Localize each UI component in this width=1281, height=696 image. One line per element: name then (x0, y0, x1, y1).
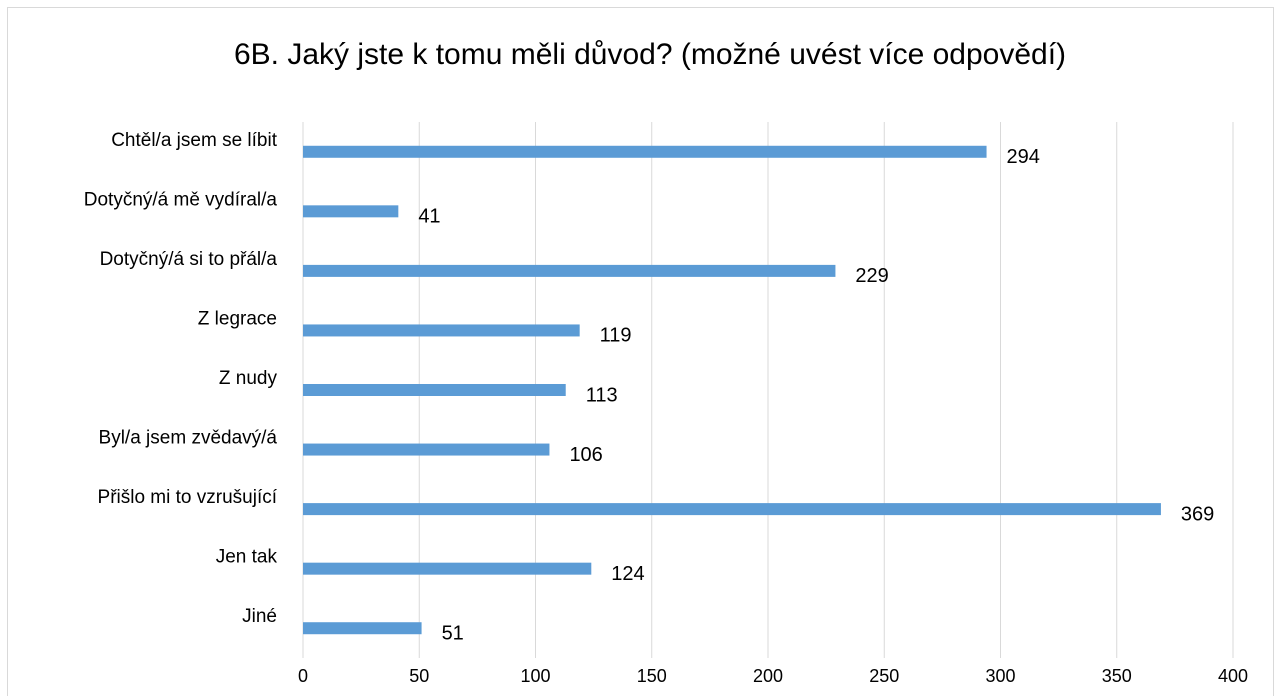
y-tick-label: Byl/a jsem zvědavý/á (99, 428, 278, 449)
y-tick-label: Z legrace (198, 308, 277, 329)
chart-border (7, 7, 1274, 696)
y-tick-label: Jen tak (216, 547, 278, 568)
value-label: 119 (600, 325, 632, 347)
bar (303, 264, 836, 277)
bar (303, 503, 1161, 516)
y-tick-label: Z nudy (219, 368, 278, 389)
x-tick-label: 50 (409, 666, 429, 686)
bar (303, 622, 422, 635)
value-label: 106 (569, 444, 602, 466)
x-tick-label: 300 (985, 666, 1015, 686)
y-tick-label: Přišlo mi to vzrušující (98, 487, 278, 508)
x-tick-label: 250 (869, 666, 899, 686)
x-tick-label: 200 (753, 666, 783, 686)
value-label: 41 (418, 206, 440, 228)
x-tick-label: 400 (1218, 666, 1248, 686)
y-tick-label: Chtěl/a jsem se líbit (111, 130, 278, 151)
value-label: 229 (855, 265, 888, 287)
y-tick-label: Dotyčný/á mě vydíral/a (84, 189, 278, 210)
value-label: 51 (442, 623, 464, 645)
value-label: 369 (1181, 503, 1214, 525)
bar (303, 562, 592, 575)
x-tick-label: 0 (298, 666, 308, 686)
value-label: 124 (611, 563, 644, 585)
y-tick-label: Jiné (242, 606, 277, 627)
y-tick-label: Dotyčný/á si to přál/a (100, 249, 278, 270)
bar (303, 324, 580, 337)
x-tick-label: 150 (637, 666, 667, 686)
bar (303, 205, 399, 218)
bar (303, 384, 566, 396)
bar (303, 145, 987, 158)
x-tick-label: 100 (520, 666, 550, 686)
bar (303, 443, 550, 456)
value-label: 294 (1007, 146, 1040, 168)
chart-title: 6B. Jaký jste k tomu měli důvod? (možné … (234, 38, 1066, 71)
x-tick-label: 350 (1102, 666, 1132, 686)
value-label: 113 (586, 384, 618, 406)
